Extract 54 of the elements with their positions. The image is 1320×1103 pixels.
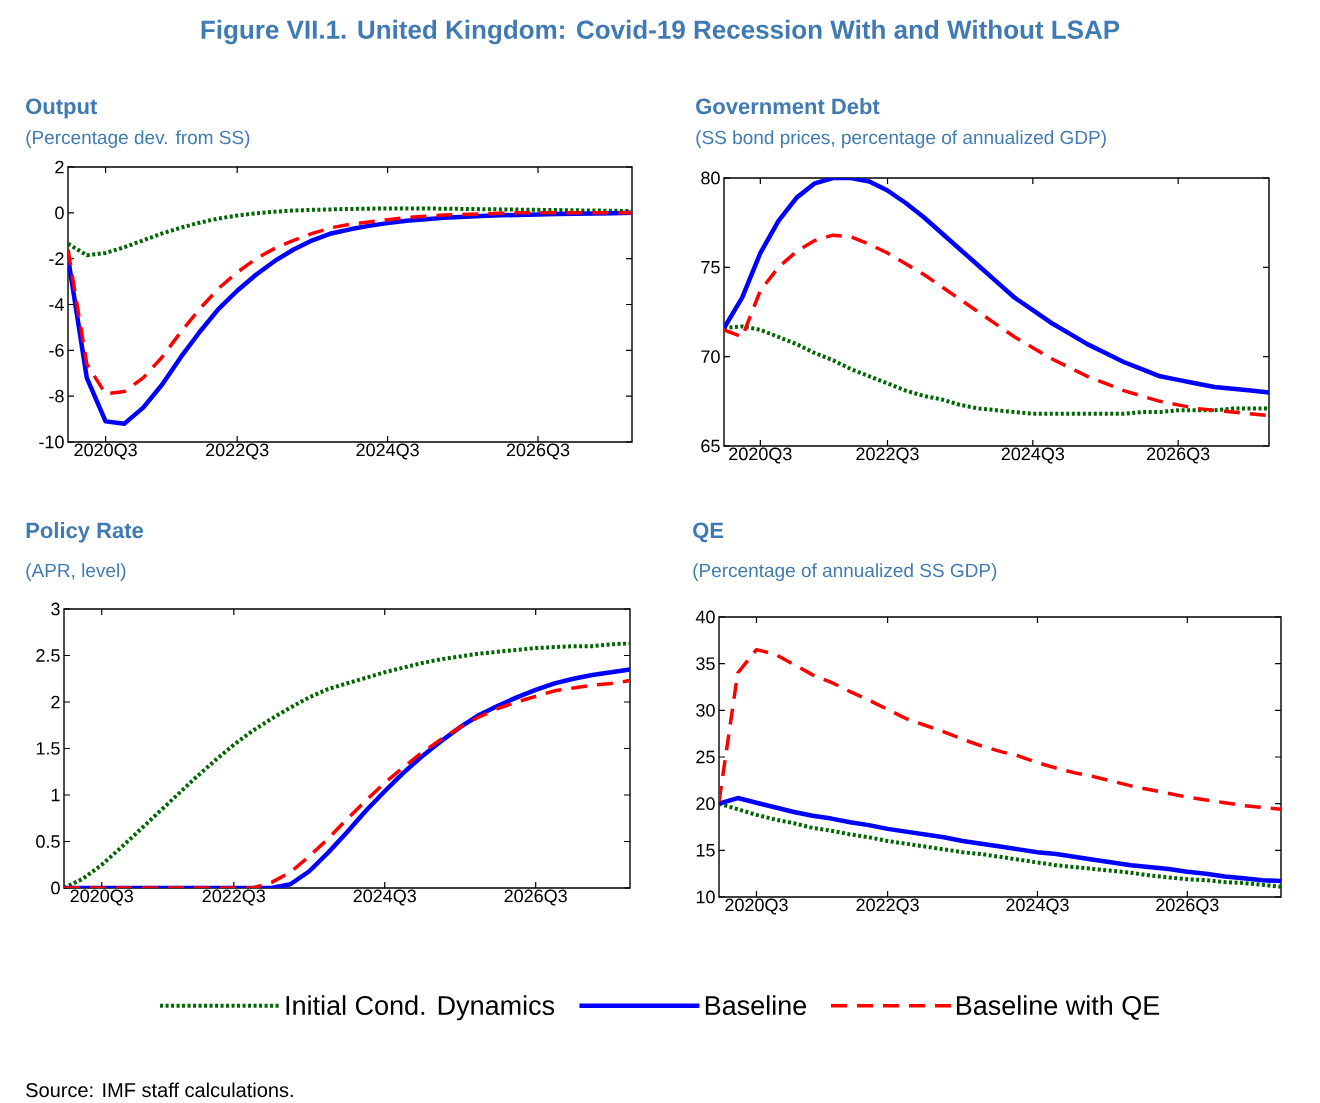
y-tick-label: -8 <box>49 389 64 403</box>
x-tick-label: 2024Q3 <box>356 443 419 460</box>
chart-subtitle: (SS bond prices, percentage of annualized GDP) <box>696 130 1106 148</box>
source-note: Source: IMF staff calculations. <box>26 1082 293 1098</box>
chart-title: Policy Rate <box>26 522 144 543</box>
chart-subtitle: (APR, level) <box>26 563 126 581</box>
y-tick-label: -10 <box>39 435 64 449</box>
y-tick-label: 65 <box>701 439 720 453</box>
x-tick-label: 2022Q3 <box>856 898 919 915</box>
y-tick-label: 0 <box>55 206 64 220</box>
y-tick-label: -6 <box>49 343 64 357</box>
x-tick-label: 2022Q3 <box>202 889 266 906</box>
chart-title: Output <box>26 98 98 119</box>
x-tick-label: 2020Q3 <box>725 898 788 915</box>
x-tick-label: 2024Q3 <box>353 889 416 906</box>
y-tick-label: 2 <box>51 695 60 709</box>
x-tick-label: 2020Q3 <box>70 889 133 906</box>
x-tick-label: 2024Q3 <box>1001 447 1065 464</box>
y-tick-label: 80 <box>701 171 720 185</box>
x-tick-label: 2022Q3 <box>206 443 269 460</box>
chart-subtitle: (Percentage of annualized SS GDP) <box>693 563 997 581</box>
x-tick-label: 2020Q3 <box>729 447 792 464</box>
y-tick-label: -2 <box>49 252 64 265</box>
y-tick-label: 70 <box>701 350 720 364</box>
x-tick-label: 2024Q3 <box>1006 898 1069 915</box>
y-tick-label: 0 <box>51 881 60 895</box>
y-tick-label: 35 <box>696 657 715 671</box>
x-tick-label: 2026Q3 <box>504 889 567 906</box>
y-tick-label: 25 <box>696 750 715 764</box>
y-tick-label: 1.5 <box>36 742 60 755</box>
y-tick-label: 3 <box>51 602 60 616</box>
chart-title: Government Debt <box>696 98 880 115</box>
y-tick-label: 30 <box>696 703 715 717</box>
legend-label: Baseline <box>705 995 807 1016</box>
y-tick-label: 0.5 <box>36 835 60 848</box>
y-tick-label: 1 <box>51 788 60 802</box>
x-tick-label: 2026Q3 <box>506 443 570 460</box>
y-tick-label: -4 <box>49 298 64 311</box>
y-tick-label: 20 <box>696 797 715 811</box>
x-tick-label: 2022Q3 <box>856 447 919 464</box>
legend-label: Initial Cond. Dynamics <box>286 995 555 1021</box>
x-tick-label: 2026Q3 <box>1156 898 1219 915</box>
chart-subtitle: (Percentage dev. from SS) <box>26 130 250 148</box>
y-tick-label: 2.5 <box>36 649 60 662</box>
text: Figure VII.1. United Kingdom: Covid-19 Recession With and Without LSAP <box>201 19 1120 45</box>
y-tick-label: 75 <box>701 261 720 274</box>
y-tick-label: 2 <box>55 160 64 174</box>
x-tick-label: 2020Q3 <box>74 443 137 460</box>
y-tick-label: 40 <box>695 610 715 624</box>
y-tick-label: 10 <box>696 890 715 904</box>
y-tick-label: 15 <box>696 844 715 857</box>
x-tick-label: 2026Q3 <box>1147 447 1210 464</box>
chart-title: QE <box>693 522 724 543</box>
legend-label: Baseline with QE <box>956 995 1160 1020</box>
